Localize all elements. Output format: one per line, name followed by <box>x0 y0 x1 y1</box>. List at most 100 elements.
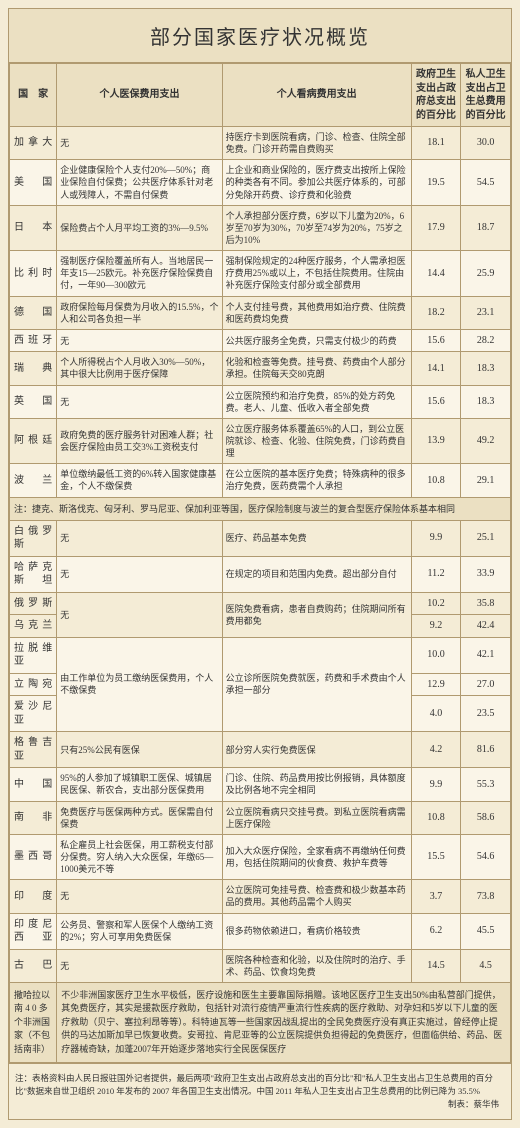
cell-country: 英 国 <box>10 385 57 418</box>
cell-treatment: 很多药物依赖进口，看病价格较贵 <box>222 913 411 949</box>
col-treatment: 个人看病费用支出 <box>222 64 411 127</box>
table-row: 德 国 政府保险每月保费为月收入的15.5%，个人和公司各负担一半 个人支付挂号… <box>10 296 511 329</box>
cell-priv: 81.6 <box>461 732 511 768</box>
cell-country: 日 本 <box>10 205 57 250</box>
cell-priv: 4.5 <box>461 949 511 982</box>
table-row: 中 国 95%的人参加了城镇职工医保、城镇居民医保、新农合，支出部分医保费用 门… <box>10 768 511 801</box>
cell-country: 中 国 <box>10 768 57 801</box>
cell-treatment: 公立医院看病只交挂号费。到私立医院看病需上医疗保险 <box>222 801 411 834</box>
cell-priv: 29.1 <box>461 464 511 497</box>
cell-country: 格鲁吉亚 <box>10 732 57 768</box>
cell-country: 德 国 <box>10 296 57 329</box>
col-priv-pct: 私人卫生支出占卫生总费用的百分比 <box>461 64 511 127</box>
cell-treatment: 个人支付挂号费，其他费用如治疗费、住院费和医药费均免费 <box>222 296 411 329</box>
cell-gov: 4.0 <box>411 696 461 732</box>
cell-gov: 18.1 <box>411 127 461 160</box>
cell-treatment: 持医疗卡到医院看病，门诊、检查、住院全部免费。门诊开药需自费购买 <box>222 127 411 160</box>
cell-priv: 28.2 <box>461 329 511 352</box>
cell-premium: 私企雇员上社会医保，用工薪税支付部分保费。穷人纳入大众医保，年缴65—1000美… <box>57 834 222 879</box>
cell-premium: 无 <box>57 556 222 592</box>
cell-gov: 15.6 <box>411 329 461 352</box>
cell-gov: 17.9 <box>411 205 461 250</box>
cell-gov: 13.9 <box>411 418 461 463</box>
cell-treatment: 公共医疗服务全免费，只需支付极少的药费 <box>222 329 411 352</box>
cell-treatment: 医院各种检查和化验，以及住院时的治疗、手术、药品、饮食均免费 <box>222 949 411 982</box>
cell-country: 乌克兰 <box>10 615 57 638</box>
cell-treatment: 门诊、住院、药品费用按比例报销，具体额度及比例各地不完全相同 <box>222 768 411 801</box>
cell-gov: 10.8 <box>411 464 461 497</box>
cell-premium: 无 <box>57 880 222 913</box>
footnote: 注：表格资料由人民日报驻国外记者提供，最后两项"政府卫生支出占政府总支出的百分比… <box>9 1063 511 1118</box>
cell-priv: 54.6 <box>461 834 511 879</box>
data-table: 国 家 个人医保费用支出 个人看病费用支出 政府卫生支出占政府总支出的百分比 私… <box>9 63 511 1063</box>
cell-priv: 58.6 <box>461 801 511 834</box>
cell-gov: 19.5 <box>411 160 461 205</box>
cell-premium: 无 <box>57 329 222 352</box>
cell-treatment: 医院免费看病，患者自费购药；住院期间所有费用都免 <box>222 592 411 637</box>
table-row: 哈萨克斯坦 无 在规定的项目和范围内免费。超出部分自付 11.2 33.9 <box>10 556 511 592</box>
table-row: 西班牙 无 公共医疗服务全免费，只需支付极少的药费 15.6 28.2 <box>10 329 511 352</box>
cell-priv: 18.3 <box>461 352 511 385</box>
table-row: 比利时 强制医疗保险覆盖所有人。当地居民一年支15—25欧元。补充医疗保险保费自… <box>10 251 511 296</box>
cell-country: 南 非 <box>10 801 57 834</box>
cell-premium: 无 <box>57 592 222 637</box>
cell-gov: 10.2 <box>411 592 461 615</box>
cell-premium: 无 <box>57 949 222 982</box>
cell-country: 瑞 典 <box>10 352 57 385</box>
cell-premium: 保险费占个人月平均工资的3%—9.5% <box>57 205 222 250</box>
cell-priv: 30.0 <box>461 127 511 160</box>
cell-treatment: 强制保险规定的24种医疗服务，个人需承担医疗费用25%或以上，不包括住院费用。住… <box>222 251 411 296</box>
cell-country: 古 巴 <box>10 949 57 982</box>
cell-premium: 只有25%公民有医保 <box>57 732 222 768</box>
cell-treatment: 个人承担部分医疗费，6岁以下儿童为20%，6岁至70岁为30%，70岁至74岁为… <box>222 205 411 250</box>
table-row: 白俄罗斯 无 医疗、药品基本免费 9.9 25.1 <box>10 520 511 556</box>
cell-gov: 6.2 <box>411 913 461 949</box>
cell-gov: 15.6 <box>411 385 461 418</box>
cell-treatment: 医疗、药品基本免费 <box>222 520 411 556</box>
table-row: 拉脱维亚 由工作单位为员工缴纳医保费用，个人不缴保费 公立诊所医院免费就医，药费… <box>10 637 511 673</box>
table-row: 日 本 保险费占个人月平均工资的3%—9.5% 个人承担部分医疗费，6岁以下儿童… <box>10 205 511 250</box>
cell-treatment: 公立医院可免挂号费、检查费和极少数基本药品的费用。其他药品需个人购买 <box>222 880 411 913</box>
header-row: 国 家 个人医保费用支出 个人看病费用支出 政府卫生支出占政府总支出的百分比 私… <box>10 64 511 127</box>
report-table: 部分国家医疗状况概览 国 家 个人医保费用支出 个人看病费用支出 政府卫生支出占… <box>8 8 512 1120</box>
cell-country: 立陶宛 <box>10 673 57 696</box>
table-row: 阿根廷 政府免费的医疗服务针对困难人群；社会医疗保险由员工交3%工资税支付 公立… <box>10 418 511 463</box>
cell-priv: 23.5 <box>461 696 511 732</box>
cell-premium: 政府免费的医疗服务针对困难人群；社会医疗保险由员工交3%工资税支付 <box>57 418 222 463</box>
cell-priv: 55.3 <box>461 768 511 801</box>
table-row: 加拿大 无 持医疗卡到医院看病，门诊、检查、住院全部免费。门诊开药需自费购买 1… <box>10 127 511 160</box>
cell-gov: 9.2 <box>411 615 461 638</box>
cell-treatment: 上企业和商业保险的，医疗费支出按所上保险的种类各有不同。参加公共医疗体系的，可部… <box>222 160 411 205</box>
cell-priv: 42.1 <box>461 637 511 673</box>
table-row: 美 国 企业健康保险个人支付20%—50%；商业保险自付保费；公共医疗体系针对老… <box>10 160 511 205</box>
cell-priv: 73.8 <box>461 880 511 913</box>
cell-country: 爱沙尼亚 <box>10 696 57 732</box>
cell-gov: 14.5 <box>411 949 461 982</box>
col-premium: 个人医保费用支出 <box>57 64 222 127</box>
cell-gov: 3.7 <box>411 880 461 913</box>
cell-treatment: 部分穷人实行免费医保 <box>222 732 411 768</box>
credit: 制表：蔡华伟 <box>15 1098 505 1111</box>
cell-priv: 35.8 <box>461 592 511 615</box>
cell-treatment: 加入大众医疗保险，全家看病不再缴纳任何费用，包括住院期间的伙食费、救护车费等 <box>222 834 411 879</box>
cell-treatment: 公立诊所医院免费就医，药费和手术费由个人承担一部分 <box>222 637 411 732</box>
cell-country: 拉脱维亚 <box>10 637 57 673</box>
table-row: 瑞 典 个人所得税占个人月收入30%—50%，其中很大比例用于医疗保障 化验和检… <box>10 352 511 385</box>
cell-premium: 由工作单位为员工缴纳医保费用，个人不缴保费 <box>57 637 222 732</box>
cell-priv: 18.3 <box>461 385 511 418</box>
table-row: 南 非 免费医疗与医保两种方式。医保需自付保费 公立医院看病只交挂号费。到私立医… <box>10 801 511 834</box>
cell-country: 比利时 <box>10 251 57 296</box>
table-row: 英 国 无 公立医院预约和治疗免费，85%的处方药免费。老人、儿童、低收入者全部… <box>10 385 511 418</box>
cell-gov: 10.8 <box>411 801 461 834</box>
cell-country: 波 兰 <box>10 464 57 497</box>
cell-country: 美 国 <box>10 160 57 205</box>
cell-priv: 42.4 <box>461 615 511 638</box>
cell-country: 俄罗斯 <box>10 592 57 615</box>
col-country: 国 家 <box>10 64 57 127</box>
cell-gov: 11.2 <box>411 556 461 592</box>
cell-premium: 政府保险每月保费为月收入的15.5%，个人和公司各负担一半 <box>57 296 222 329</box>
cell-priv: 25.9 <box>461 251 511 296</box>
cell-premium: 单位缴纳最低工资的6%转入国家健康基金，个人不缴保费 <box>57 464 222 497</box>
cell-treatment: 在公立医院的基本医疗免费；特殊病种的很多治疗免费，医药费需个人承担 <box>222 464 411 497</box>
table-row: 格鲁吉亚 只有25%公民有医保 部分穷人实行免费医保 4.2 81.6 <box>10 732 511 768</box>
